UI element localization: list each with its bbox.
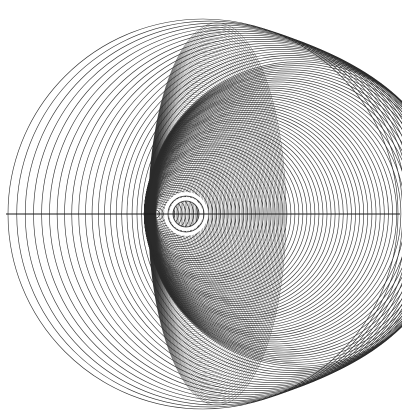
figure-canvas [6, 18, 402, 410]
concentric-circle-diagram [6, 18, 402, 410]
